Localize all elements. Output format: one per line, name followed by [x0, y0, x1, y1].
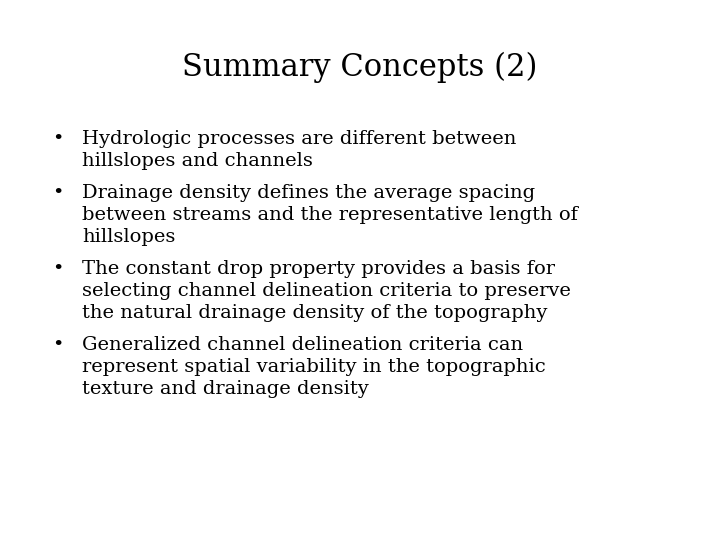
- Text: Summary Concepts (2): Summary Concepts (2): [182, 52, 538, 83]
- Text: selecting channel delineation criteria to preserve: selecting channel delineation criteria t…: [82, 282, 571, 300]
- Text: •: •: [52, 336, 63, 354]
- Text: the natural drainage density of the topography: the natural drainage density of the topo…: [82, 304, 547, 322]
- Text: Hydrologic processes are different between: Hydrologic processes are different betwe…: [82, 130, 516, 148]
- Text: between streams and the representative length of: between streams and the representative l…: [82, 206, 578, 224]
- Text: represent spatial variability in the topographic: represent spatial variability in the top…: [82, 358, 546, 376]
- Text: •: •: [52, 184, 63, 202]
- Text: The constant drop property provides a basis for: The constant drop property provides a ba…: [82, 260, 555, 278]
- Text: texture and drainage density: texture and drainage density: [82, 380, 369, 398]
- Text: •: •: [52, 130, 63, 148]
- Text: Drainage density defines the average spacing: Drainage density defines the average spa…: [82, 184, 535, 202]
- Text: Generalized channel delineation criteria can: Generalized channel delineation criteria…: [82, 336, 523, 354]
- Text: hillslopes and channels: hillslopes and channels: [82, 152, 313, 170]
- Text: •: •: [52, 260, 63, 278]
- Text: hillslopes: hillslopes: [82, 228, 176, 246]
